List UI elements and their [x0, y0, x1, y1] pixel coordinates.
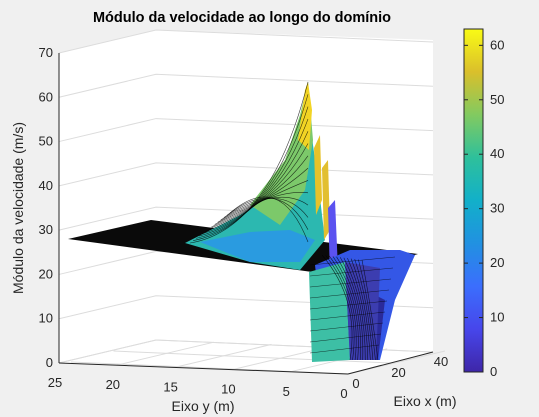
y-axis-line — [58, 362, 349, 375]
mesh-line — [350, 258, 371, 361]
x-tick-label: 20 — [391, 365, 405, 380]
colorbar-tick-label: 20 — [490, 255, 504, 270]
z-tick-label: 60 — [39, 89, 53, 104]
mesh-line — [358, 259, 376, 361]
mesh-line — [339, 257, 364, 361]
axis-lines — [58, 53, 434, 375]
z-grid-line — [58, 29, 434, 54]
z-tick-label: 20 — [39, 266, 53, 281]
mesh-line — [309, 278, 392, 288]
mesh-line — [309, 256, 396, 266]
chart-title: Módulo da velocidade ao longo do domínio — [93, 10, 391, 26]
surface-front-wall — [309, 262, 350, 362]
z-tick-label: 0 — [46, 355, 53, 370]
mesh-line — [189, 81, 309, 244]
mesh-line — [309, 300, 388, 310]
colorbar-tick-label: 0 — [490, 364, 497, 379]
x-tick-label: 40 — [434, 354, 448, 369]
x-axis-label: Eixo x (m) — [394, 393, 457, 409]
z-tick-label: 10 — [39, 311, 53, 326]
mesh-line — [309, 333, 382, 343]
mesh-line — [196, 106, 309, 239]
y-grid-line — [58, 339, 157, 364]
y-axis-label: Eixo y (m) — [172, 398, 235, 414]
y-tick-label: 10 — [221, 382, 235, 397]
z-tick-label: 30 — [39, 222, 53, 237]
colorbar-tick-label: 50 — [490, 92, 504, 107]
surface-mesh-lines — [189, 81, 396, 361]
mesh-line — [361, 259, 379, 361]
z-tick-label: 70 — [39, 45, 53, 60]
colorbar-tick-label: 60 — [490, 37, 504, 52]
z-tick-label: 40 — [39, 178, 53, 193]
mesh-line — [309, 344, 380, 354]
surface-lower-slope — [200, 230, 315, 262]
y-tick-label: 20 — [106, 377, 120, 392]
y-tick-label: 25 — [48, 375, 62, 390]
grid-lines — [58, 29, 446, 375]
colorbar-ticks: 0 10 20 30 40 50 60 — [464, 37, 504, 379]
z-grid-line — [58, 73, 434, 98]
z-grid-line — [58, 118, 434, 143]
back-wall-left — [59, 30, 156, 363]
mesh-line — [309, 311, 386, 321]
mesh-line — [309, 289, 390, 299]
mesh-line — [343, 257, 366, 361]
surface-fin-1 — [314, 135, 322, 215]
surface-fin-2 — [322, 160, 330, 240]
x-tick-label: 0 — [352, 376, 359, 391]
colorbar — [463, 28, 484, 373]
mesh-line — [309, 267, 394, 277]
y-tick-label: 0 — [340, 386, 347, 401]
mesh-line — [321, 254, 353, 361]
surface-inflow-region — [185, 82, 325, 270]
z-grid-line — [58, 206, 434, 231]
tick-labels: 0 10 20 30 40 50 60 70 0 5 10 15 20 25 0 20 40 — [39, 45, 449, 401]
x-grid-line — [113, 350, 391, 364]
surface-front-wall-dark — [345, 262, 380, 360]
colorbar-tick-label: 40 — [490, 146, 504, 161]
x-grid-line — [155, 339, 434, 353]
mesh-line — [208, 155, 309, 230]
mesh-line — [211, 167, 309, 228]
colorbar-tick-label: 10 — [490, 310, 504, 325]
z-axis-label: Módulo da velocidade (m/s) — [10, 122, 26, 294]
colorbar-tick-label: 30 — [490, 201, 504, 216]
y-tick-label: 15 — [163, 379, 177, 394]
mesh-line — [347, 258, 369, 361]
mesh-line — [193, 94, 309, 241]
z-tick-label: 50 — [39, 134, 53, 149]
x-axis-line — [347, 351, 434, 375]
mesh-line — [325, 255, 355, 361]
mesh-line — [229, 196, 309, 243]
mesh-line — [309, 322, 384, 332]
mesh-line — [226, 197, 309, 230]
y-tick-label: 5 — [283, 384, 290, 399]
mesh-line — [354, 258, 374, 361]
velocity-surface — [68, 81, 418, 362]
z-grid-line — [58, 162, 434, 187]
